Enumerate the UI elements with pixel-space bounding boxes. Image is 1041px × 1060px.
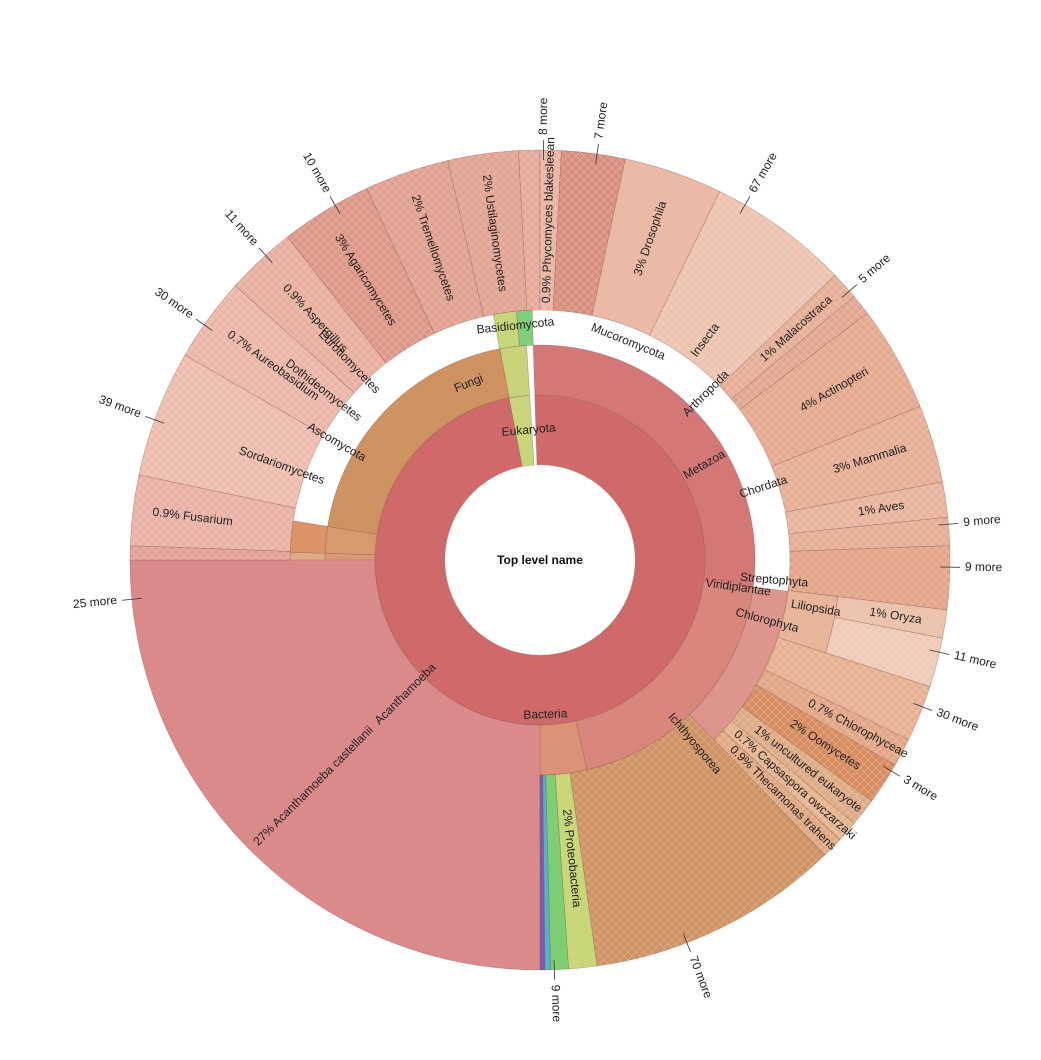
outer-wedge-15-hatch [731,296,868,410]
outer-wedge-22-hatch [825,617,943,687]
outer-wedge-16-hatch [739,313,921,467]
outer-wedge-33 [539,774,546,971]
wedge-layer [129,149,951,971]
outer-more-label-12: 30 more [935,705,981,734]
leader-line-8 [841,284,858,298]
outer-wedge-25-hatch [742,685,896,801]
leader-line-7 [739,196,751,214]
outer-more-label-3: 11 more [222,207,261,249]
outer-more-label-14: 70 more [687,954,716,1000]
outer-wedge-19-hatch [788,517,950,552]
outer-more-label-5: 8 more [536,97,550,135]
outer-more-label-0: 25 more [72,593,117,611]
outer-more-label-7: 67 more [746,150,780,195]
leader-line-15 [553,959,556,980]
outer-wedge-26-hatch [731,706,872,824]
center-label: Top level name [497,553,583,567]
leader-line-14 [682,933,691,953]
outer-more-label-13: 3 more [901,772,941,803]
outer-more-label-4: 10 more [300,150,334,195]
outer-wedge-17-hatch [771,406,943,513]
outer-wedge-20-hatch [788,545,951,610]
outer-wedge-24-hatch [756,669,909,765]
outer-wedge-27-hatch [722,720,855,840]
outer-wedge-9-hatch [518,150,540,311]
leader-line-11 [929,649,950,655]
outer-wedge-4-hatch [184,285,355,435]
label-bacteria: Bacteria [523,706,568,722]
outer-more-label-11: 11 more [953,648,998,671]
outer-wedge-14-hatch [719,275,855,400]
label-streptophyta: Streptophyta [740,570,809,590]
outer-more-label-1: 39 more [97,392,143,420]
leaf-label-7: 0.9% Phycomyces blakesleean [539,137,557,303]
outer-wedge-13-hatch [649,191,835,387]
label-chordata: Chordata [738,472,790,501]
outer-wedge-6-hatch [287,188,435,363]
outer-wedge-10-hatch [540,150,562,311]
label-eukaryota: Eukaryota [501,420,556,439]
liliopsida-wedge [777,590,839,654]
outer-wedge-5-hatch [235,236,387,393]
outer-wedge-3-hatch [138,355,324,509]
outer-more-label-9: 9 more [963,512,1002,529]
center-group: Top level name [444,464,636,656]
outer-more-label-8: 5 more [856,251,894,286]
leader-line-12 [913,702,933,711]
leader-line-2 [195,318,213,331]
outer-more-label-10: 9 more [965,560,1003,575]
outer-wedge-28-hatch [713,730,840,855]
outer-more-label-15: 9 more [549,984,564,1022]
outer-wedge-23-hatch [764,637,930,740]
leader-line-0 [121,597,142,601]
outer-wedge-18-hatch [785,481,948,534]
ring2-wedge-0 [532,344,756,588]
leader-line-1 [145,415,165,424]
leader-line-6 [595,144,599,164]
leader-line-9 [938,522,959,526]
leader-line-4 [329,196,341,214]
ring3-wedge-7 [289,520,328,554]
leader-line-13 [882,765,901,777]
leaf-label-12: 1% Aves [857,498,905,519]
outer-wedge-8-hatch [447,150,527,317]
outer-more-label-6: 7 more [591,101,610,140]
outer-wedge-0 [129,559,541,971]
label-arthropoda: Arthropoda [680,367,732,419]
outer-wedge-11-hatch [553,150,626,316]
leader-line-3 [258,247,273,264]
outer-more-label-2: 30 more [152,285,196,322]
outer-wedge-2-hatch [130,474,296,552]
outer-wedge-29-hatch [569,714,825,967]
outer-wedge-7-hatch [366,160,484,334]
center-hole [444,464,636,656]
outer-wedge-1-hatch [130,545,291,560]
